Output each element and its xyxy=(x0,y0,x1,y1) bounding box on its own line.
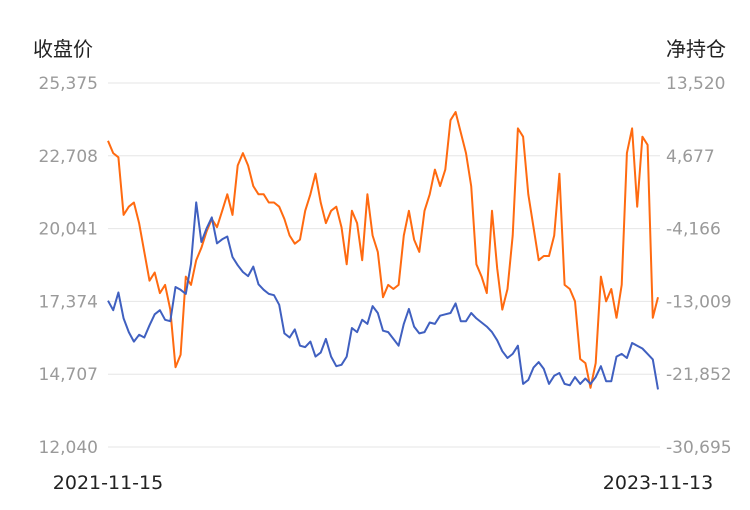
left-axis-title: 收盘价 xyxy=(33,37,93,61)
right-axis-title: 净持仓 xyxy=(666,37,726,61)
left-tick-label: 25,375 xyxy=(39,74,98,94)
x-end-label: 2023-11-13 xyxy=(603,472,713,494)
left-tick-label: 14,707 xyxy=(39,365,98,385)
right-tick-label: -13,009 xyxy=(666,292,732,312)
series-lines xyxy=(107,111,659,390)
x-start-label: 2021-11-15 xyxy=(53,472,163,494)
right-tick-label: 4,677 xyxy=(666,147,715,167)
right-tick-label: 13,520 xyxy=(666,74,725,94)
right-tick-label: -30,695 xyxy=(666,438,732,458)
series-line-net-position xyxy=(107,111,659,389)
left-axis-ticks: 25,375 22,708 20,041 17,374 14,707 12,040 xyxy=(39,74,98,458)
series-line-close-price xyxy=(107,201,659,390)
left-tick-label: 20,041 xyxy=(39,220,98,240)
left-tick-label: 12,040 xyxy=(39,438,98,458)
left-tick-label: 17,374 xyxy=(39,292,98,312)
right-tick-label: -21,852 xyxy=(666,365,732,385)
left-tick-label: 22,708 xyxy=(39,147,98,167)
right-tick-label: -4,166 xyxy=(666,220,721,240)
right-axis-ticks: 13,520 4,677 -4,166 -13,009 -21,852 -30,695 xyxy=(666,74,732,458)
